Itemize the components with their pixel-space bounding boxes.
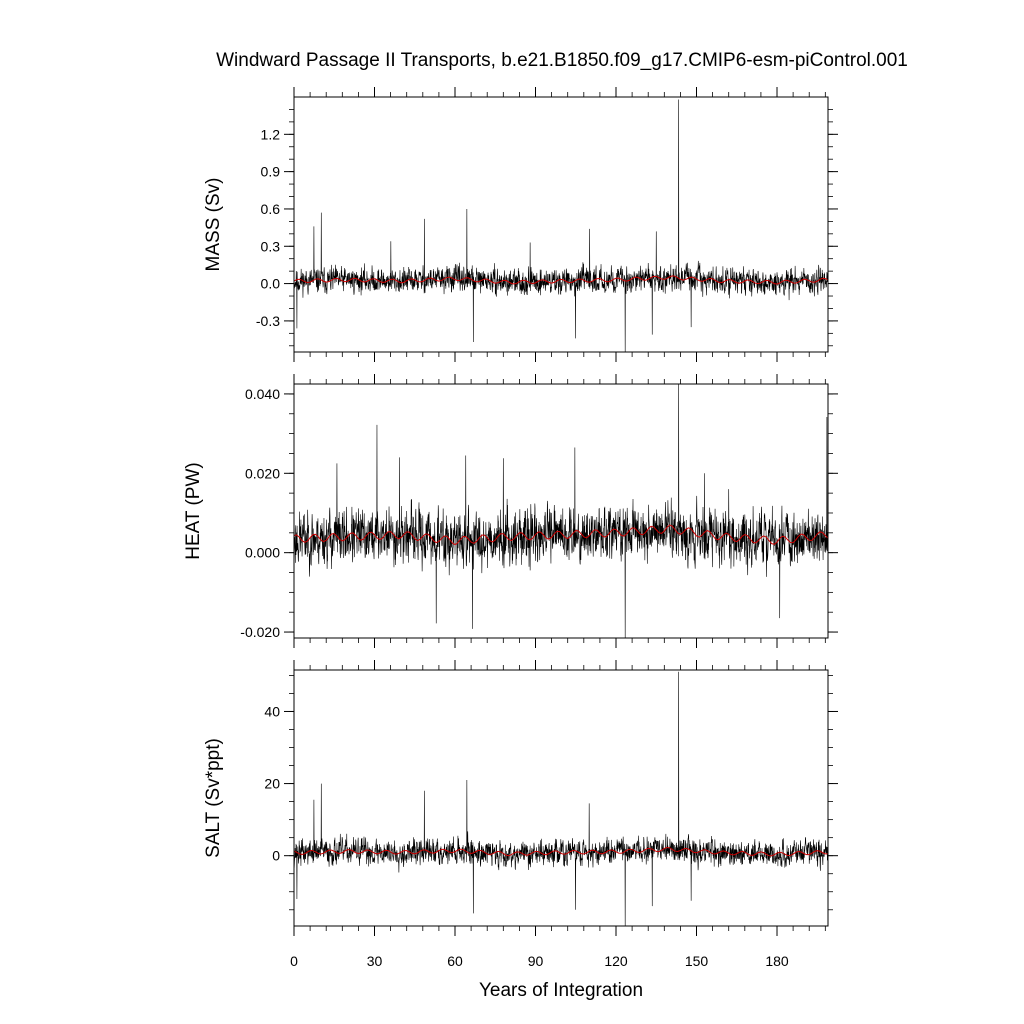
y-tick-label: 0: [272, 848, 280, 864]
panel-salt: 0 20 40 SALT (Sv*ppt): [203, 660, 838, 936]
x-tick-label: 60: [447, 953, 463, 969]
series-line-raw-salt: [294, 671, 828, 926]
x-tick-label: 150: [685, 953, 709, 969]
plot-frame-salt: [293, 669, 829, 927]
chart-title: Windward Passage II Transports, b.e21.B1…: [216, 50, 908, 71]
x-tick-label: 90: [528, 953, 544, 969]
series-line-smoothed-salt: [294, 846, 828, 857]
y-tick-label: 40: [264, 703, 280, 719]
x-axis-label: Years of Integration: [479, 980, 643, 1001]
y-tick-label: 0.040: [245, 386, 280, 402]
y-tick-label: -0.020: [240, 624, 280, 640]
y-tick-label: 20: [264, 776, 280, 792]
y-axis-label-mass: MASS (Sv): [203, 178, 224, 272]
y-axis-label-salt: SALT (Sv*ppt): [203, 738, 224, 858]
series-line-raw-heat: [294, 384, 828, 638]
x-tick-label: 180: [765, 953, 789, 969]
series-line-raw-mass: [294, 99, 828, 352]
x-tick-label: 120: [604, 953, 628, 969]
y-tick-label: 0.020: [245, 465, 280, 481]
series-line-smoothed-mass: [294, 275, 828, 285]
y-tick-label: -0.3: [256, 313, 280, 329]
y-axis-label-heat: HEAT (PW): [183, 462, 204, 559]
x-tick-label: 30: [367, 953, 383, 969]
x-tick-label: 0: [290, 953, 298, 969]
y-tick-label: 0.9: [261, 164, 281, 180]
y-tick-label: 0.000: [245, 545, 280, 561]
y-tick-label: 1.2: [261, 126, 281, 142]
y-tick-label: 0.6: [261, 201, 281, 217]
panel-heat: -0.020 0.000 0.020 0.040 HEAT (PW): [183, 374, 838, 648]
y-tick-label: 0.3: [261, 238, 281, 254]
plot-frame-heat: [293, 383, 829, 639]
series-line-smoothed-heat: [294, 524, 828, 546]
y-tick-label: 0.0: [261, 276, 281, 292]
panel-mass: -0.3 0.0 0.3 0.6 0.9 1.2 MASS (Sv): [203, 87, 838, 362]
plot-frame-mass: [293, 96, 829, 353]
